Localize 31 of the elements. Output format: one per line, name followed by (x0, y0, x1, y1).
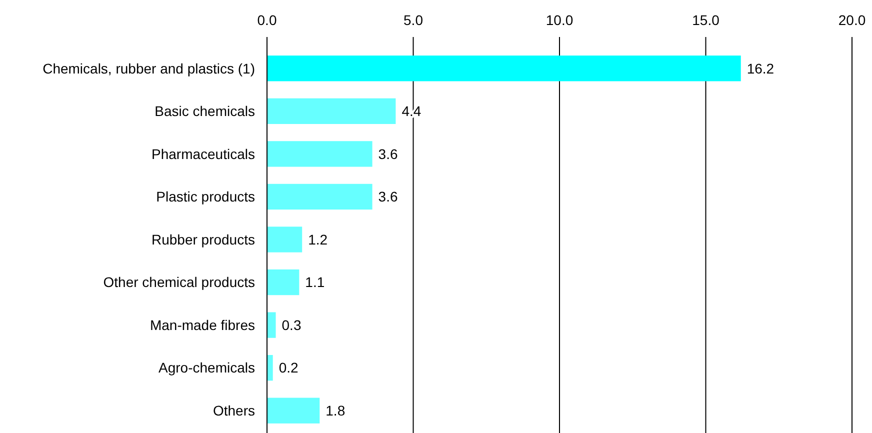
bar (267, 141, 372, 167)
bar (267, 355, 273, 381)
y-tick-label: Rubber products (151, 231, 255, 248)
bar (267, 184, 372, 210)
x-tick-label: 20.0 (838, 12, 866, 28)
data-label: 3.6 (378, 188, 398, 205)
bar (267, 56, 741, 82)
data-label: 1.8 (326, 402, 346, 419)
y-tick-label: Basic chemicals (154, 103, 255, 120)
bar (267, 312, 276, 338)
y-tick-label: Plastic products (156, 188, 255, 205)
bar (267, 98, 396, 124)
data-label: 16.2 (746, 60, 774, 76)
data-label: 0.3 (282, 316, 302, 333)
y-tick-label: Chemicals, rubber and plastics (1) (42, 60, 255, 76)
x-tick-label: 0.0 (257, 12, 277, 28)
y-tick-label: Other chemical products (103, 274, 255, 290)
x-tick-label: 15.0 (692, 12, 720, 28)
data-label: 3.6 (378, 146, 398, 162)
data-label: 0.2 (278, 360, 299, 376)
y-tick-label: Agro-chemicals (158, 360, 255, 376)
y-tick-label: Pharmaceuticals (152, 146, 255, 162)
y-tick-label: Others (212, 402, 255, 419)
data-label: 1.1 (305, 274, 325, 290)
bar (267, 226, 302, 252)
x-tick-label: 5.0 (404, 12, 424, 28)
data-label: 1.2 (308, 231, 328, 248)
bar (267, 269, 300, 296)
bar (267, 398, 320, 424)
y-tick-label: Man-made fibres (150, 316, 255, 333)
x-tick-label: 10.0 (546, 12, 574, 28)
